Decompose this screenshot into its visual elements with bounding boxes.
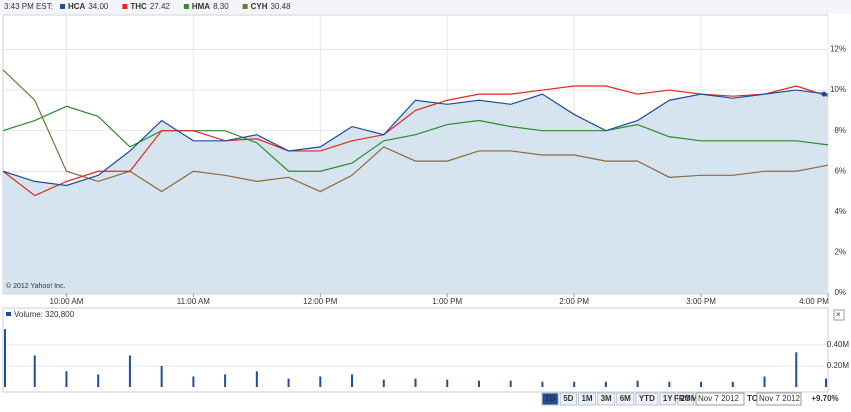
legend-name: THC	[130, 2, 147, 11]
x-tick-label: 2:00 PM	[559, 297, 589, 306]
volume-title: Volume: 320,800	[14, 310, 75, 319]
area	[3, 90, 828, 293]
volume-bar	[351, 374, 354, 387]
range-button[interactable]	[577, 392, 597, 406]
legend-quote: 30.48	[271, 2, 292, 11]
volume-bar	[319, 376, 322, 387]
volume-bar	[4, 329, 6, 387]
to-value[interactable]: Nov 7 2012	[759, 394, 800, 403]
volume-bar	[636, 380, 639, 387]
end-marker	[821, 91, 827, 97]
range-button[interactable]	[677, 392, 694, 406]
volume-bar	[604, 381, 607, 387]
x-tick-label: 11:00 AM	[177, 297, 211, 306]
range-button[interactable]	[597, 392, 616, 406]
y-tick-label: 0.40M	[827, 340, 850, 349]
range-button[interactable]	[659, 392, 677, 406]
range-label[interactable]: YTD	[639, 394, 655, 403]
x-tick-label: 10:00 AM	[50, 297, 84, 306]
range-label[interactable]: 1Y	[663, 394, 673, 403]
volume-bar	[763, 376, 766, 387]
volume-bar	[65, 371, 68, 387]
volume-bar	[825, 378, 827, 387]
from-input[interactable]	[695, 392, 745, 406]
legend-quote: 8.30	[213, 2, 229, 11]
line	[2, 85, 829, 197]
legend-swatch	[122, 4, 128, 9]
y-tick-label: 6%	[834, 166, 846, 175]
volume-bar	[700, 381, 703, 387]
legend-swatch	[242, 4, 248, 9]
change: +9.70%	[811, 394, 838, 403]
volume-bar	[287, 378, 290, 387]
volume-bar	[255, 371, 258, 387]
volume-frame	[2, 307, 829, 393]
volume-bar	[477, 380, 480, 387]
volume-bar	[33, 355, 36, 387]
range-label[interactable]: 1M	[581, 394, 592, 403]
legend-quote: 27.42	[150, 2, 171, 11]
volume-bar	[128, 355, 131, 387]
legend-bar	[0, 0, 851, 14]
volume-bar	[192, 376, 195, 387]
volume-bar	[795, 352, 798, 387]
from-label: FROM:	[674, 394, 700, 403]
legend-name: CYH	[251, 2, 268, 11]
legend-name: HCA	[68, 2, 86, 11]
volume-bar	[731, 381, 734, 387]
line	[2, 89, 829, 187]
range-label[interactable]: 5D	[563, 394, 573, 403]
volume-bar	[509, 380, 512, 387]
volume-bar	[224, 374, 227, 387]
copyright: © 2012 Yahoo! Inc.	[6, 282, 65, 290]
legend-quote: 34.00	[88, 2, 109, 11]
volume-bar	[160, 365, 163, 387]
volume-bar	[446, 379, 449, 387]
y-tick-label: 12%	[830, 45, 846, 54]
volume-bar	[97, 374, 100, 387]
legend-name: HMA	[192, 2, 210, 11]
range-label[interactable]: 6M	[620, 394, 631, 403]
volume-bar	[414, 378, 417, 387]
y-tick-label: 10%	[830, 85, 846, 94]
close-button[interactable]	[833, 309, 845, 321]
y-tick-label: 8%	[834, 126, 846, 135]
range-label[interactable]: 1D	[545, 394, 555, 403]
volume-bar	[668, 381, 671, 387]
legend-swatch	[183, 4, 189, 9]
legend-swatch	[60, 4, 65, 9]
x-tick-label: 4:00 PM	[799, 297, 829, 306]
x-tick-label: 1:00 PM	[432, 297, 462, 306]
y-tick-label: 0.20M	[827, 361, 850, 370]
volume-bar	[573, 381, 576, 387]
range-button[interactable]	[635, 392, 659, 406]
to-label: TO:	[747, 394, 761, 403]
volume-bar	[541, 381, 544, 387]
y-tick-label: 0%	[834, 288, 846, 297]
range-button[interactable]	[616, 392, 635, 406]
to-input[interactable]	[756, 392, 802, 406]
y-tick-label: 4%	[834, 207, 846, 216]
header-time: 3:43 PM EST:	[4, 2, 53, 11]
range-button[interactable]	[541, 392, 559, 406]
y-tick-label: 2%	[834, 248, 846, 257]
x-tick-label: 3:00 PM	[686, 297, 716, 306]
close-icon: ×	[836, 310, 841, 319]
line	[2, 69, 829, 193]
range-button[interactable]	[559, 392, 577, 406]
range-label[interactable]: 2Y	[681, 394, 691, 403]
x-tick-label: 12:00 PM	[303, 297, 338, 306]
volume-bar	[382, 379, 385, 387]
range-label[interactable]: 3M	[601, 394, 612, 403]
from-value[interactable]: Nov 7 2012	[698, 394, 739, 403]
volume-swatch	[6, 312, 11, 316]
